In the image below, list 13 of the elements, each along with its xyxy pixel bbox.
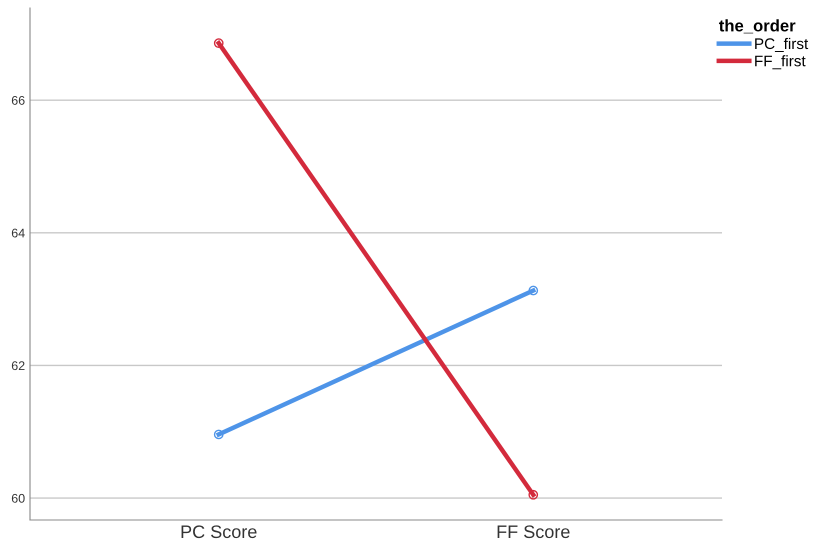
x-tick-label: PC Score	[182, 525, 257, 538]
point	[214, 38, 224, 48]
legend-label: FF_first	[755, 55, 806, 70]
point	[214, 430, 224, 440]
point	[528, 490, 538, 500]
y-tick-label: 62	[12, 361, 25, 370]
legend-label: PC_first	[755, 38, 808, 52]
y-tick-label: 60	[12, 494, 25, 503]
point	[528, 286, 538, 296]
legend-title: the_order	[718, 19, 796, 34]
y-tick-label: 64	[12, 228, 25, 238]
y-tick-label: 66	[12, 96, 25, 105]
x-tick-label: FF Score	[498, 525, 570, 538]
